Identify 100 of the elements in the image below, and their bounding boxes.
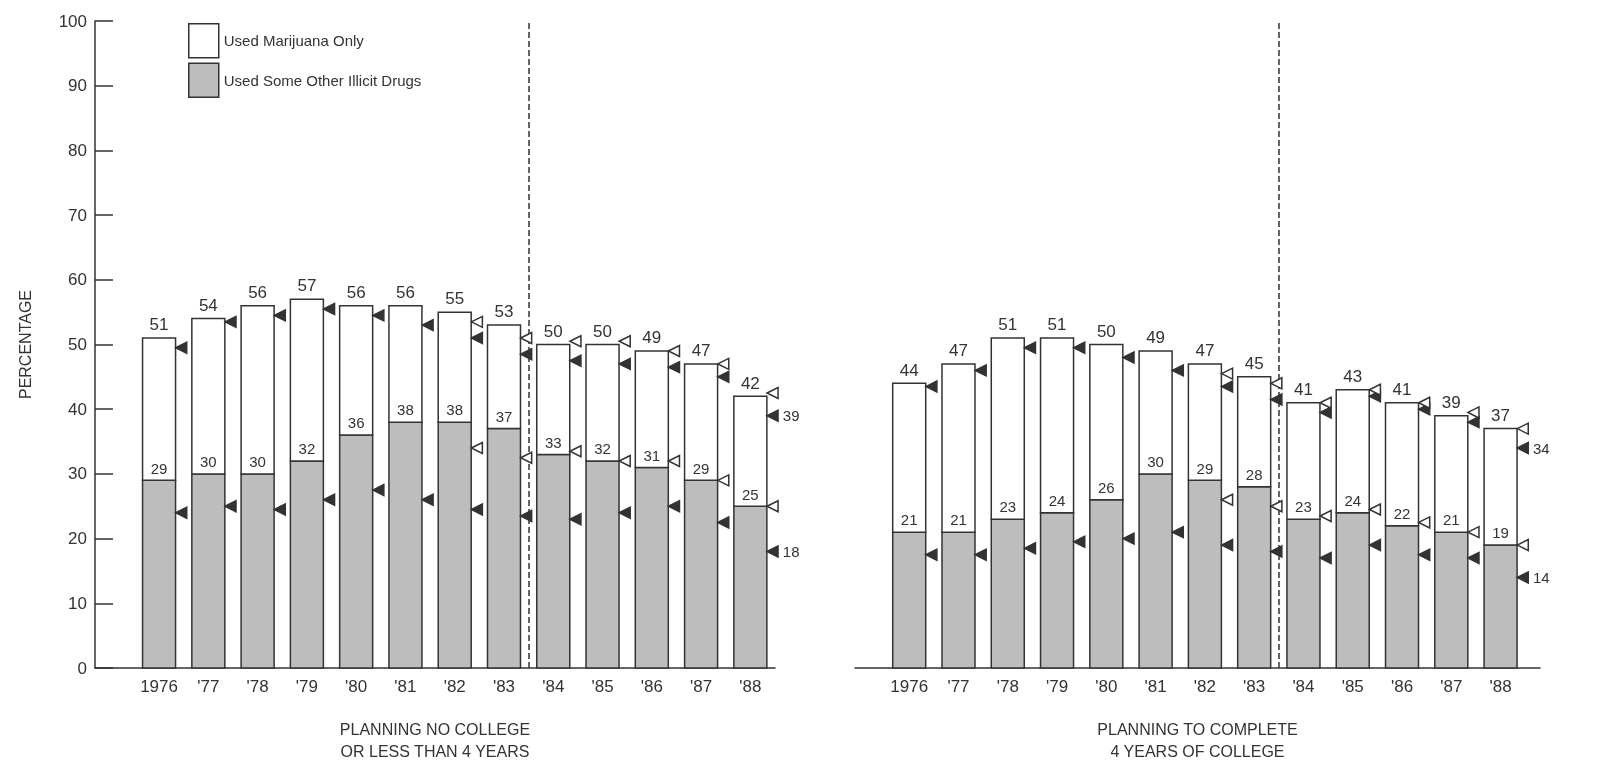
point (1122, 351, 1135, 364)
point (1270, 377, 1283, 390)
data-label: 21 (1442, 511, 1460, 529)
point (766, 386, 779, 400)
y-tick-label: 60 (68, 270, 87, 290)
total-label: 56 (395, 282, 415, 302)
point (1171, 364, 1185, 377)
y-tick-label: 70 (68, 205, 87, 225)
x-tick-label: '84 (542, 677, 565, 696)
point (618, 335, 631, 348)
point (322, 302, 336, 316)
point (1368, 383, 1382, 397)
x-tick-label: '81 (394, 677, 417, 696)
data-label: 22 (1393, 504, 1411, 522)
total-label: 56 (346, 282, 366, 302)
total-label: 39 (1441, 392, 1461, 412)
point (1516, 571, 1529, 584)
point (1220, 538, 1234, 552)
point (174, 341, 188, 354)
x-tick-label: '79 (1045, 677, 1069, 696)
point (1417, 548, 1431, 562)
data-label: 36 (347, 414, 365, 432)
x-tick-label: '80 (1095, 677, 1118, 696)
point (1220, 380, 1234, 393)
data-label: 23 (1295, 498, 1312, 516)
x-tick-label: '86 (1390, 677, 1414, 696)
total-label: 49 (642, 328, 662, 348)
point (470, 331, 484, 345)
point (1220, 367, 1234, 380)
point (1023, 542, 1037, 555)
total-label: 50 (1096, 321, 1116, 341)
total-label: 51 (149, 315, 169, 335)
total-label: 47 (691, 341, 711, 361)
data-label: 24 (1048, 491, 1066, 509)
point (1023, 341, 1037, 354)
x-axis-title: PLANNING NO COLLEGE OR LESS THAN 4 YEARS (339, 720, 531, 760)
data-label: 29 (150, 459, 168, 477)
point (1072, 535, 1086, 549)
x-tick-label: '79 (295, 677, 318, 696)
total-label: 43 (1343, 367, 1363, 387)
y-tick-label: 50 (68, 335, 87, 354)
x-tick-label: '83 (492, 677, 516, 696)
point (519, 331, 533, 345)
x-tick-label: '78 (246, 677, 269, 696)
data-label: 38 (397, 401, 414, 419)
y-tick-label: 40 (68, 399, 87, 419)
data-label: 38 (446, 401, 464, 419)
point (1467, 415, 1480, 429)
point (1319, 406, 1332, 419)
total-label: 51 (998, 315, 1018, 335)
total-label: 54 (198, 295, 218, 315)
x-tick-label: '86 (640, 677, 663, 696)
data-label: 33 (544, 433, 562, 451)
point (925, 380, 938, 393)
point (273, 309, 287, 322)
x-tick-label: 1976 (140, 677, 178, 696)
point (667, 500, 681, 513)
x-tick-label: '82 (1193, 677, 1216, 696)
point (717, 357, 730, 371)
data-label: 30 (199, 453, 217, 471)
x-tick-label: '77 (947, 677, 970, 696)
total-label: 41 (1392, 379, 1412, 399)
legend-label: Used Marijuana Only (223, 32, 365, 50)
point (1467, 525, 1480, 539)
point (766, 545, 779, 558)
total-label: 50 (593, 321, 612, 341)
x-tick-label: '87 (690, 677, 713, 696)
data-label: 30 (249, 453, 266, 471)
total-label: 49 (1146, 328, 1166, 348)
x-tick-label: '85 (1341, 677, 1364, 696)
x-tick-label: '77 (197, 677, 220, 696)
point (618, 357, 631, 371)
point (273, 503, 287, 516)
data-label: 32 (298, 440, 316, 458)
point (470, 441, 484, 455)
x-tick-label: '88 (1489, 677, 1512, 696)
total-label: 50 (543, 321, 563, 341)
point (1516, 422, 1529, 435)
data-label: 26 (1097, 479, 1115, 497)
point (470, 503, 484, 516)
point (974, 548, 987, 562)
x-tick-label: '88 (739, 677, 762, 696)
y-tick-label: 90 (68, 76, 87, 96)
point (925, 548, 938, 562)
y-tick-label: 80 (68, 140, 87, 160)
point (322, 493, 336, 507)
point (519, 509, 533, 523)
data-label: 30 (1147, 453, 1164, 471)
data-label: 14 (1533, 568, 1550, 586)
total-label: 44 (899, 360, 919, 380)
point (1171, 525, 1185, 539)
point (224, 500, 237, 513)
point (519, 347, 533, 361)
total-label: 56 (248, 282, 268, 302)
point (569, 354, 582, 367)
point (766, 500, 779, 513)
point (974, 364, 987, 377)
legend-label: Used Some Other Illicit Drugs (223, 71, 422, 89)
data-label: 21 (900, 511, 918, 529)
point (1417, 396, 1431, 409)
